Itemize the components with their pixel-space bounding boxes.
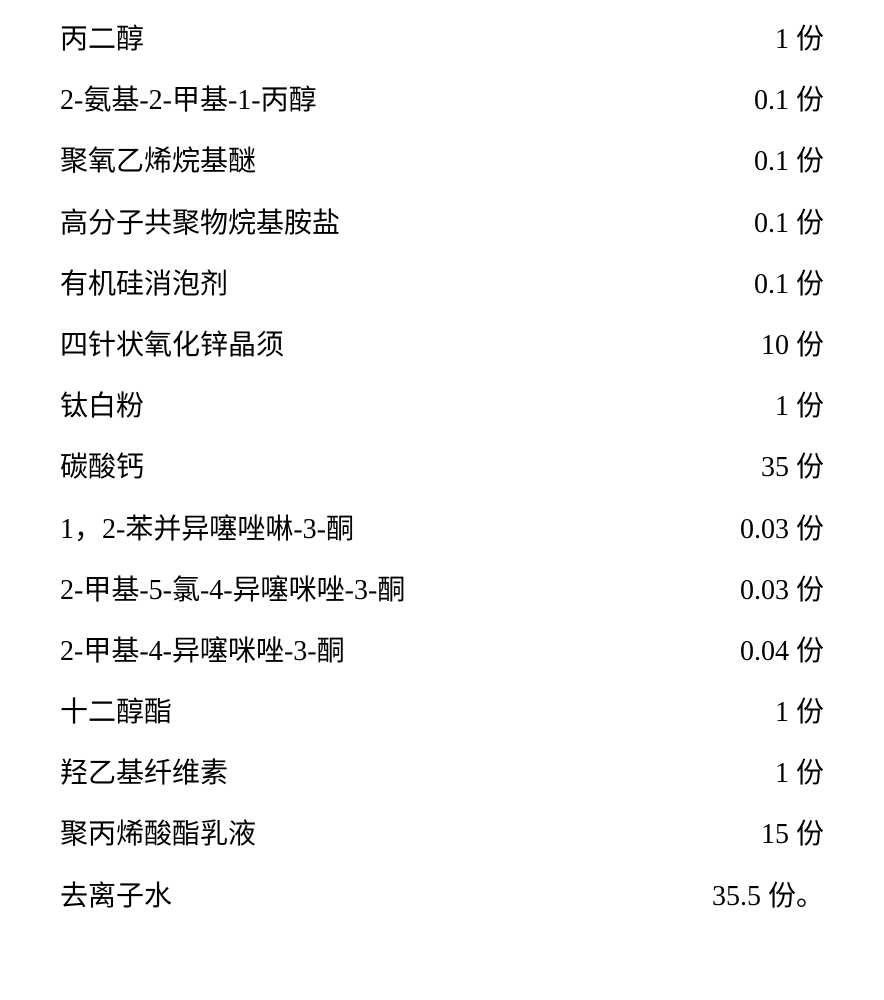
ingredients-table: 丙二醇1 份2-氨基-2-甲基-1-丙醇0.1 份聚氧乙烯烷基醚0.1 份高分子…: [60, 20, 824, 916]
table-row: 有机硅消泡剂0.1 份: [60, 265, 824, 304]
table-row: 羟乙基纤维素1 份: [60, 754, 824, 793]
table-row: 聚丙烯酸酯乳液15 份: [60, 815, 824, 854]
table-row: 十二醇酯1 份: [60, 693, 824, 732]
ingredient-name: 2-甲基-4-异噻咪唑-3-酮: [60, 632, 664, 671]
ingredient-value: 1 份: [664, 754, 824, 793]
ingredient-name: 钛白粉: [60, 387, 664, 426]
table-row: 碳酸钙35 份: [60, 448, 824, 487]
table-row: 四针状氧化锌晶须10 份: [60, 326, 824, 365]
table-row: 去离子水35.5 份。: [60, 877, 824, 916]
ingredient-value: 0.04 份: [664, 632, 824, 671]
ingredient-value: 0.1 份: [664, 142, 824, 181]
ingredient-name: 去离子水: [60, 877, 664, 916]
table-row: 钛白粉1 份: [60, 387, 824, 426]
ingredient-value: 1 份: [664, 20, 824, 59]
ingredient-name: 羟乙基纤维素: [60, 754, 664, 793]
ingredient-value: 0.1 份: [664, 265, 824, 304]
ingredient-name: 丙二醇: [60, 20, 664, 59]
ingredient-value: 0.1 份: [664, 81, 824, 120]
ingredient-name: 2-甲基-5-氯-4-异噻咪唑-3-酮: [60, 571, 664, 610]
ingredient-value: 0.03 份: [664, 510, 824, 549]
ingredient-name: 四针状氧化锌晶须: [60, 326, 664, 365]
ingredient-value: 35.5 份。: [664, 877, 824, 916]
ingredient-name: 1，2-苯并异噻唑啉-3-酮: [60, 510, 664, 549]
table-row: 2-甲基-5-氯-4-异噻咪唑-3-酮0.03 份: [60, 571, 824, 610]
table-row: 丙二醇1 份: [60, 20, 824, 59]
ingredient-value: 0.1 份: [664, 204, 824, 243]
table-row: 高分子共聚物烷基胺盐0.1 份: [60, 204, 824, 243]
ingredient-name: 2-氨基-2-甲基-1-丙醇: [60, 81, 664, 120]
ingredient-name: 碳酸钙: [60, 448, 664, 487]
table-row: 2-氨基-2-甲基-1-丙醇0.1 份: [60, 81, 824, 120]
table-row: 2-甲基-4-异噻咪唑-3-酮0.04 份: [60, 632, 824, 671]
ingredient-value: 15 份: [664, 815, 824, 854]
ingredient-value: 0.03 份: [664, 571, 824, 610]
ingredient-name: 高分子共聚物烷基胺盐: [60, 204, 664, 243]
ingredient-value: 1 份: [664, 387, 824, 426]
ingredient-name: 十二醇酯: [60, 693, 664, 732]
table-row: 聚氧乙烯烷基醚0.1 份: [60, 142, 824, 181]
ingredient-value: 35 份: [664, 448, 824, 487]
ingredient-value: 10 份: [664, 326, 824, 365]
ingredient-name: 聚丙烯酸酯乳液: [60, 815, 664, 854]
ingredient-value: 1 份: [664, 693, 824, 732]
ingredient-name: 聚氧乙烯烷基醚: [60, 142, 664, 181]
table-row: 1，2-苯并异噻唑啉-3-酮0.03 份: [60, 510, 824, 549]
ingredient-name: 有机硅消泡剂: [60, 265, 664, 304]
